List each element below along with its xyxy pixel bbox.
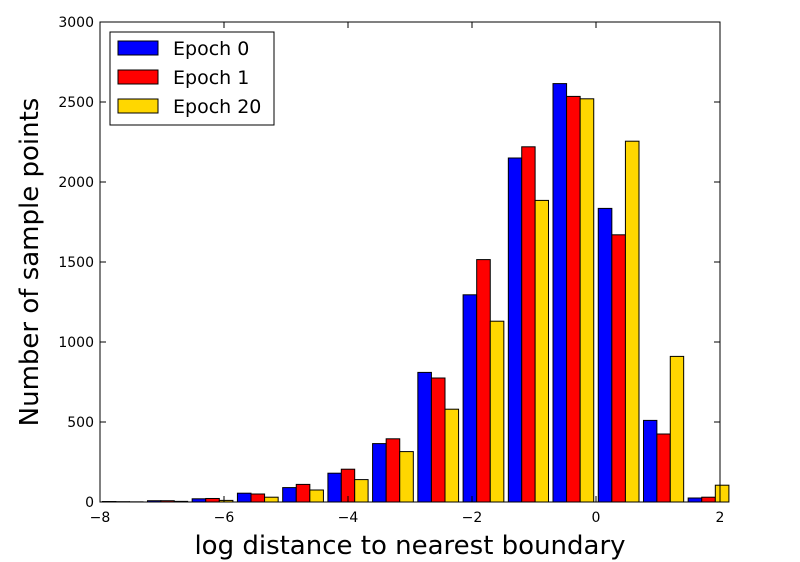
legend-label-epoch-1: Epoch 1	[173, 67, 249, 89]
bar-epoch-0-bin-12	[642, 419, 658, 503]
bar-epoch-20-bin-10	[579, 98, 595, 503]
bar-epoch-20-bin-6	[399, 451, 414, 503]
x-tick-label: −4	[338, 510, 359, 526]
bar-epoch-0-bin-9	[507, 157, 523, 503]
legend-label-epoch-20: Epoch 20	[173, 96, 261, 118]
bar-epoch-0-bin-13	[687, 497, 703, 503]
legend-swatch-epoch-1	[117, 69, 159, 85]
bar-epoch-20-bin-3	[264, 496, 279, 503]
bar-epoch-0-bin-7	[417, 371, 432, 503]
bar-epoch-1-bin-13	[701, 496, 716, 503]
ticks-group: −8 −6 −4 −2 0 2 0 500 1000 1500 2000 2500 3000	[58, 15, 724, 526]
bar-epoch-0-bin-4	[282, 487, 297, 503]
bar-epoch-0-bin-5	[327, 472, 342, 503]
bar-epoch-1-bin-8	[476, 259, 491, 503]
bar-epoch-1-bin-7	[430, 377, 446, 503]
bar-epoch-20-bin-7	[444, 408, 460, 503]
y-tick-label: 1000	[58, 335, 94, 351]
bar-epoch-20-bin-13	[714, 484, 730, 503]
bar-epoch-1-bin-9	[521, 146, 536, 503]
bar-epoch-1-bin-11	[611, 234, 626, 503]
bars-group	[101, 83, 730, 503]
legend-swatch-epoch-0	[117, 40, 159, 56]
bar-epoch-20-bin-5	[354, 479, 369, 503]
legend-swatch-epoch-20	[117, 98, 159, 114]
legend-label-epoch-0: Epoch 0	[173, 38, 249, 60]
bar-epoch-0-bin-3	[236, 492, 252, 503]
bar-epoch-1-bin-6	[385, 438, 401, 503]
x-tick-label: 0	[592, 510, 601, 526]
bar-epoch-20-bin-12	[669, 355, 685, 503]
x-tick-label: −8	[90, 510, 111, 526]
bar-epoch-1-bin-2	[205, 497, 220, 503]
bar-epoch-0-bin-6	[372, 443, 387, 503]
bar-epoch-0-bin-11	[597, 207, 613, 503]
legend: Epoch 0 Epoch 1 Epoch 20	[109, 31, 275, 126]
y-tick-label: 0	[85, 495, 94, 511]
y-tick-label: 3000	[58, 15, 94, 31]
bar-epoch-20-bin-9	[534, 199, 550, 503]
x-tick-label: 2	[716, 510, 725, 526]
y-tick-label: 2500	[58, 95, 94, 111]
y-tick-label: 500	[67, 415, 94, 431]
x-tick-label: −6	[214, 510, 235, 526]
bar-epoch-20-bin-8	[489, 320, 505, 503]
bar-epoch-1-bin-12	[656, 433, 671, 503]
bar-epoch-1-bin-4	[295, 483, 311, 503]
bar-epoch-1-bin-10	[566, 95, 581, 503]
y-tick-label: 2000	[58, 175, 94, 191]
bar-epoch-20-bin-11	[624, 140, 640, 503]
bar-epoch-20-bin-4	[309, 489, 324, 503]
bar-epoch-0-bin-10	[552, 83, 568, 503]
bar-epoch-1-bin-3	[250, 493, 266, 503]
y-axis-title: Number of sample points	[15, 98, 45, 427]
x-axis-title: log distance to nearest boundary	[194, 531, 625, 561]
x-tick-label: −2	[462, 510, 483, 526]
y-tick-label: 1500	[58, 255, 94, 271]
bar-epoch-0-bin-8	[462, 294, 478, 503]
